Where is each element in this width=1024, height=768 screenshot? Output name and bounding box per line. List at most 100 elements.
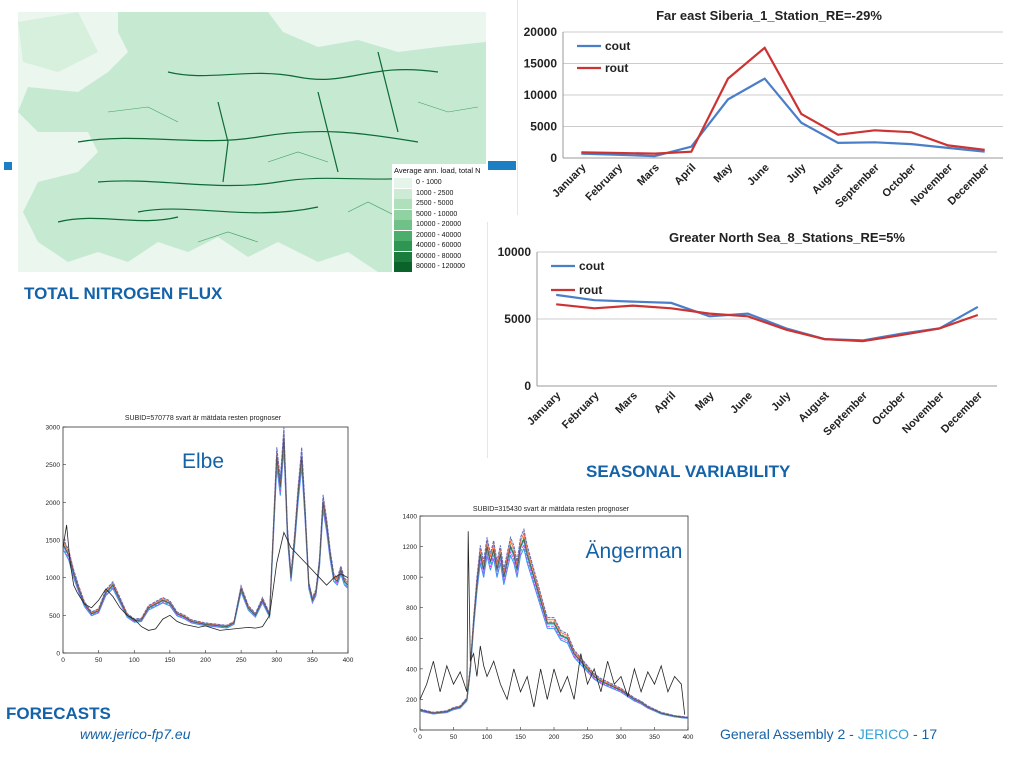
forecast-ensemble-line [419, 546, 689, 719]
y-tick-label: 2500 [46, 462, 61, 469]
legend-label: cout [579, 259, 604, 273]
chart-title: SUBID=315430 svart är mätdata resten pro… [473, 506, 630, 513]
legend-swatch [394, 241, 412, 251]
x-tick-label: 0 [61, 657, 65, 664]
y-tick-labels: 0 5000 10000 [498, 245, 532, 393]
x-tick-label: 400 [683, 734, 694, 741]
series-line-cout [556, 293, 979, 342]
legend-label: rout [605, 61, 628, 75]
x-tick-label: 250 [236, 657, 247, 664]
x-tick-label: April [652, 390, 678, 416]
series-lines [62, 427, 349, 631]
observed-line [62, 524, 349, 631]
x-tick-label: February [583, 161, 625, 203]
legend-item: 20000 - 40000 [394, 230, 484, 241]
series-line-rout [556, 303, 979, 343]
x-tick-labels: 0 50 100 150 200 250 300 350 400 [418, 727, 694, 741]
map-drawing [18, 12, 486, 272]
y-tick-label: 15000 [524, 57, 558, 71]
legend-swatch [394, 209, 412, 220]
legend-swatch [394, 188, 412, 199]
x-tick-label: 400 [343, 657, 354, 664]
legend-label: 2500 - 5000 [416, 200, 454, 207]
y-tick-label: 5000 [504, 312, 531, 326]
legend: cout rout [551, 259, 604, 297]
forecast-ensemble-line [419, 535, 689, 719]
y-tick-label: 1400 [403, 514, 418, 521]
chart-title: Far east Siberia_1_Station_RE=-29% [656, 8, 882, 23]
x-tick-label: 100 [482, 734, 493, 741]
river-network [57, 51, 459, 223]
x-tick-label: January [525, 389, 564, 428]
legend-swatch [394, 251, 412, 262]
legend-label: cout [605, 39, 630, 53]
y-tick-label: 20000 [524, 25, 558, 39]
legend-item: 1000 - 2500 [394, 188, 484, 199]
x-tick-label: 250 [582, 734, 593, 741]
legend-title: Average ann. load, total N [394, 166, 481, 175]
x-tick-label: May [711, 161, 735, 185]
chart-title: SUBID=570778 svart är mätdata resten pro… [125, 415, 282, 422]
y-tick-label: 1200 [403, 544, 418, 551]
legend-label: 20000 - 40000 [416, 231, 462, 239]
x-tick-label: June [728, 390, 755, 417]
x-tick-label: 150 [164, 657, 175, 664]
forecasts-caption: FORECASTS [6, 704, 111, 723]
x-tick-labels: 0 50 100 150 200 250 300 350 400 [61, 650, 354, 664]
footer-separator: - [909, 726, 922, 742]
y-tick-labels: 0 5000 10000 15000 20000 [524, 25, 558, 165]
series-lines [581, 46, 985, 158]
x-tick-label: 350 [307, 657, 318, 664]
legend-swatch [394, 220, 412, 230]
forecast-line [62, 438, 349, 628]
legend-label: 1000 - 2500 [416, 189, 454, 197]
y-tick-label: 0 [550, 151, 557, 165]
chart-annotation: Ängerman [586, 540, 683, 563]
y-gridlines [536, 251, 997, 387]
x-tick-label: July [784, 161, 809, 186]
y-tick-labels: 0 200 400 600 800 1000 1200 1400 [403, 514, 423, 735]
chart-angerman: SUBID=315430 svart är mätdata resten pro… [403, 506, 694, 741]
chart-annotation: Elbe [182, 450, 224, 473]
y-tick-label: 600 [406, 636, 417, 643]
footer-left-text: General Assembly 2 - [720, 726, 858, 742]
legend-item: 40000 - 60000 [394, 241, 484, 251]
observed-line [419, 531, 686, 715]
y-tick-label: 0 [56, 651, 60, 658]
legend-item: 60000 - 80000 [394, 251, 484, 262]
y-tick-label: 800 [406, 605, 417, 612]
x-tick-label: Mars [613, 390, 640, 417]
x-tick-label: 200 [549, 734, 560, 741]
chart-elbe: SUBID=570778 svart är mätdata resten pro… [46, 415, 354, 664]
x-tick-label: 50 [450, 734, 458, 741]
x-tick-label: 0 [418, 734, 422, 741]
x-tick-label: 50 [95, 657, 103, 664]
x-tick-label: May [693, 389, 717, 413]
y-tick-label: 0 [413, 728, 417, 735]
x-tick-label: August [796, 389, 832, 425]
x-tick-label: December [939, 389, 986, 436]
x-tick-label: Mars [635, 162, 662, 189]
bullet-marker [4, 162, 12, 170]
forecast-ensemble-line [62, 448, 349, 629]
y-tick-label: 3000 [46, 425, 61, 432]
nitrogen-flux-map [18, 12, 486, 272]
x-tick-label: 200 [200, 657, 211, 664]
x-tick-label: 100 [129, 657, 140, 664]
y-tick-label: 5000 [530, 120, 557, 134]
y-tick-label: 400 [406, 666, 417, 673]
y-tick-label: 10000 [498, 245, 532, 259]
website-link[interactable]: www.jerico-fp7.eu [80, 726, 191, 742]
y-gridlines [562, 31, 1003, 159]
x-tick-label: June [745, 162, 772, 189]
legend-item: 80000 - 120000 [394, 262, 484, 272]
x-tick-label: 300 [616, 734, 627, 741]
legend-label: 5000 - 10000 [416, 210, 458, 218]
legend-label: 80000 - 120000 [416, 263, 466, 270]
x-tick-label: 350 [649, 734, 660, 741]
series-line-cout [581, 77, 985, 158]
y-tick-label: 1500 [46, 538, 61, 545]
map-caption: TOTAL NITROGEN FLUX [24, 284, 223, 303]
